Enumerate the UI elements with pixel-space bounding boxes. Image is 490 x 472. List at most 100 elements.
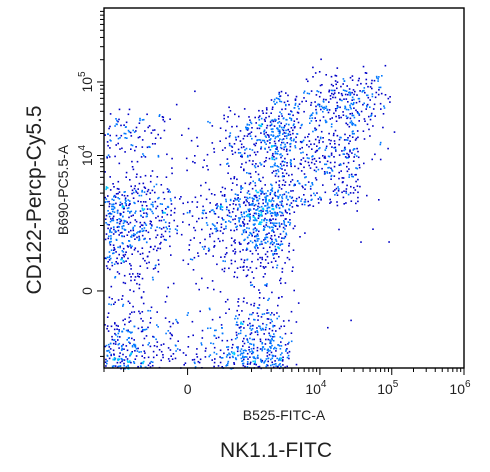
event-dot	[342, 89, 345, 91]
event-dot	[254, 218, 257, 220]
event-dot	[202, 212, 205, 215]
event-dot	[175, 345, 177, 347]
event-dot	[324, 163, 326, 166]
event-dot	[351, 103, 354, 106]
event-dot	[104, 201, 106, 203]
event-dot	[323, 106, 325, 109]
event-dot	[263, 239, 265, 241]
event-dot	[260, 262, 262, 264]
event-dot	[119, 212, 121, 215]
event-dot	[275, 330, 277, 332]
event-dot	[242, 349, 245, 352]
event-dot	[204, 350, 207, 352]
event-dot	[375, 91, 378, 94]
event-dot	[240, 258, 243, 261]
event-dot	[117, 299, 120, 301]
event-dot	[288, 209, 291, 211]
event-dot	[243, 259, 246, 261]
event-dot	[127, 257, 129, 260]
event-dot	[114, 248, 116, 251]
event-dot	[237, 301, 239, 303]
event-dot	[294, 102, 297, 105]
event-dot	[138, 237, 141, 240]
event-dot	[304, 160, 307, 163]
event-dot	[261, 360, 264, 362]
event-dot	[167, 330, 170, 332]
event-dot	[163, 238, 166, 241]
event-dot	[226, 346, 228, 348]
event-dot	[274, 162, 276, 165]
event-dot	[143, 229, 145, 232]
event-dot	[252, 228, 255, 231]
event-dot	[357, 97, 360, 100]
event-dot	[301, 185, 304, 187]
event-dot	[223, 352, 225, 355]
event-dot	[182, 202, 184, 205]
event-dot	[241, 352, 244, 355]
event-dot	[245, 147, 248, 150]
event-dot	[251, 204, 254, 206]
event-dot	[270, 215, 273, 217]
event-dot	[358, 164, 361, 166]
event-dot	[141, 189, 143, 192]
event-dot	[114, 125, 116, 127]
event-dot	[119, 201, 122, 204]
event-dot	[263, 348, 266, 350]
event-dot	[154, 229, 157, 232]
event-dot	[328, 90, 330, 93]
event-dot	[303, 110, 305, 113]
event-dot	[366, 106, 368, 108]
event-dot	[256, 346, 259, 349]
event-dot	[272, 145, 274, 147]
event-dot	[346, 117, 348, 120]
event-dot	[141, 224, 144, 227]
event-dot	[154, 191, 156, 194]
event-dot	[281, 138, 284, 141]
event-dot	[125, 200, 127, 202]
event-dot	[265, 112, 268, 114]
event-dot	[345, 202, 347, 204]
event-dot	[244, 196, 246, 199]
event-dot	[246, 366, 249, 368]
event-dot	[187, 263, 190, 265]
event-dot	[366, 123, 369, 126]
event-dot	[325, 145, 328, 148]
event-dot	[116, 187, 119, 190]
event-dot	[266, 195, 269, 197]
event-dot	[291, 270, 294, 272]
event-dot	[339, 98, 341, 101]
event-dot	[243, 358, 245, 361]
event-dot	[160, 219, 163, 222]
event-dot	[123, 207, 125, 210]
event-dot	[106, 325, 109, 327]
event-dot	[270, 219, 272, 222]
event-dot	[256, 307, 259, 309]
event-dot	[149, 345, 152, 348]
event-dot	[313, 192, 315, 195]
event-dot	[238, 220, 240, 223]
event-dot	[369, 106, 371, 108]
event-dot	[345, 188, 348, 190]
event-dot	[196, 206, 198, 208]
event-dot	[286, 153, 289, 156]
event-dot	[152, 212, 154, 215]
event-dot	[334, 129, 337, 132]
event-dot	[252, 202, 254, 205]
event-dot	[251, 197, 254, 199]
event-dot	[139, 221, 142, 224]
event-dot	[128, 131, 131, 133]
event-dot	[238, 204, 241, 206]
event-dot	[379, 86, 382, 89]
event-dot	[258, 223, 260, 225]
event-dot	[219, 230, 222, 232]
event-dot	[136, 236, 138, 239]
event-dot	[262, 276, 265, 278]
event-dot	[113, 263, 116, 265]
event-dot	[272, 366, 275, 368]
event-dot	[298, 103, 301, 105]
event-dot	[289, 145, 292, 148]
event-dot	[140, 330, 143, 333]
event-dot	[127, 337, 130, 339]
event-dot	[264, 184, 266, 186]
event-dot	[351, 99, 353, 101]
